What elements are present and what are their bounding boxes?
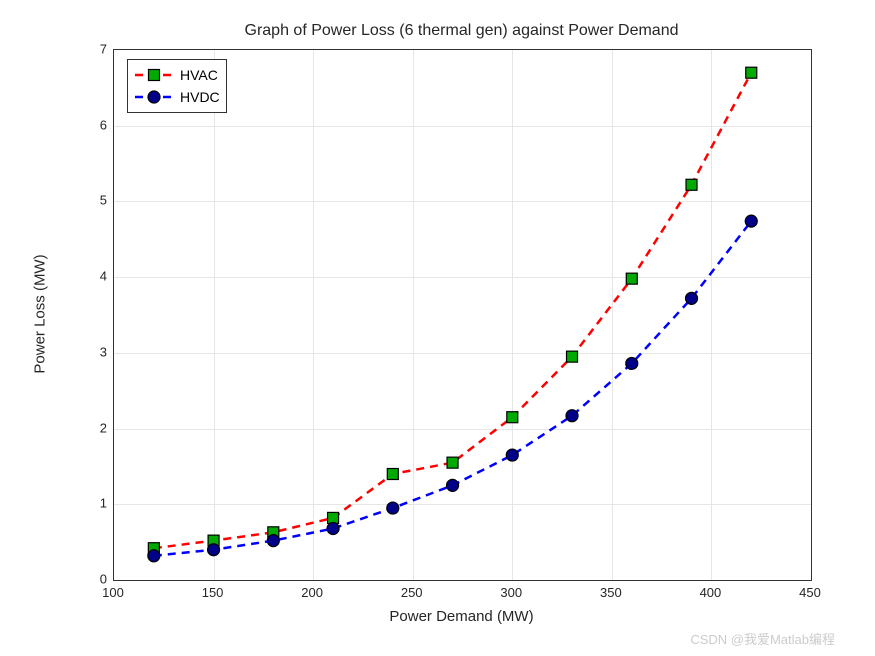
series-line-hvac [154, 73, 751, 548]
plot-area [113, 49, 812, 581]
watermark: CSDN @我爱Matlab编程 [690, 629, 835, 648]
y-axis-label: Power Loss (MW) [32, 254, 49, 373]
legend-item-hvdc: HVDC [134, 86, 220, 108]
x-tick-label: 350 [600, 585, 622, 600]
y-tick-label: 5 [91, 193, 107, 208]
legend-label: HVAC [180, 67, 218, 83]
x-tick-label: 400 [700, 585, 722, 600]
legend-item-hvac: HVAC [134, 64, 220, 86]
x-tick-label: 250 [401, 585, 423, 600]
series-layer [114, 50, 811, 580]
y-tick-label: 1 [91, 496, 107, 511]
x-tick-label: 200 [301, 585, 323, 600]
y-tick-label: 2 [91, 420, 107, 435]
chart-title: Graph of Power Loss (6 thermal gen) agai… [113, 22, 810, 40]
x-tick-label: 100 [102, 585, 124, 600]
y-tick-label: 4 [91, 269, 107, 284]
x-tick-label: 150 [202, 585, 224, 600]
series-line-hvdc [154, 221, 751, 556]
y-tick-label: 3 [91, 344, 107, 359]
x-tick-label: 450 [799, 585, 821, 600]
figure: Graph of Power Loss (6 thermal gen) agai… [0, 0, 875, 656]
x-tick-label: 300 [500, 585, 522, 600]
x-axis-label: Power Demand (MW) [113, 608, 810, 625]
y-tick-label: 0 [91, 572, 107, 587]
legend-swatch [134, 64, 174, 86]
y-tick-label: 7 [91, 42, 107, 57]
legend-swatch [134, 86, 174, 108]
legend-label: HVDC [180, 89, 220, 105]
legend: HVAC HVDC [127, 59, 227, 113]
y-tick-label: 6 [91, 117, 107, 132]
